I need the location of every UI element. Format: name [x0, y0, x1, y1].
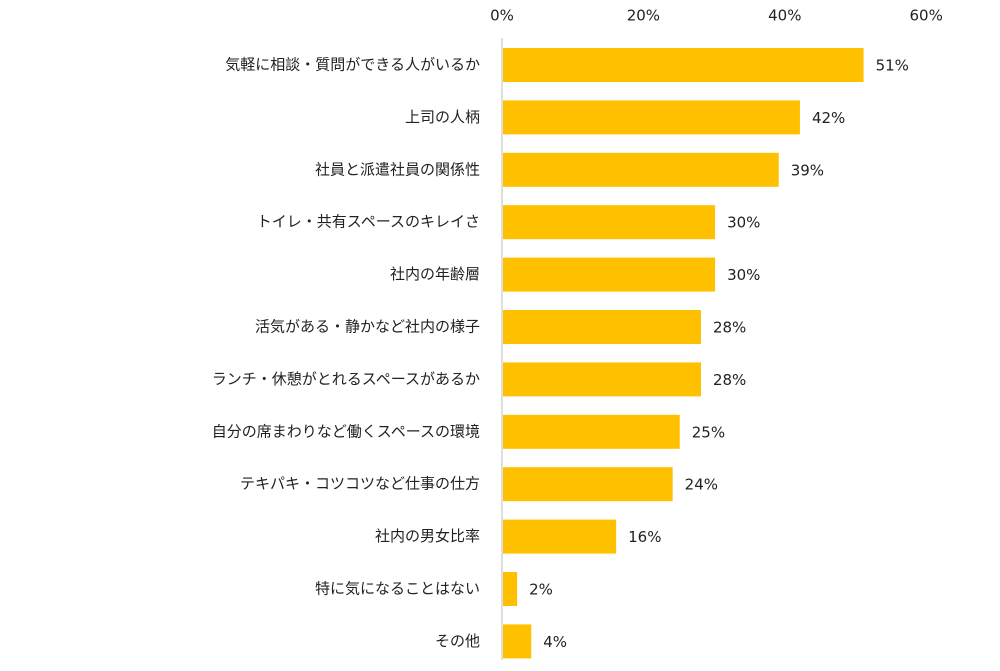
category-label: 特に気になることはない	[315, 580, 480, 598]
x-tick-label: 60%	[910, 7, 943, 25]
bar	[503, 414, 680, 449]
category-label: 自分の席まわりなど働くスペースの環境	[212, 422, 480, 440]
category-label: 社内の年齢層	[390, 265, 480, 283]
bar	[503, 467, 673, 502]
category-label: 気軽に相談・質問ができる人がいるか	[225, 56, 480, 74]
x-tick-label: 0%	[490, 7, 514, 25]
bar	[503, 48, 864, 82]
bar	[503, 519, 617, 554]
value-label: 28%	[713, 371, 746, 389]
category-label: トイレ・共有スペースのキレイさ	[257, 213, 480, 231]
value-label: 24%	[685, 476, 718, 494]
bar	[503, 362, 701, 397]
value-label: 28%	[713, 319, 746, 337]
value-label: 51%	[876, 57, 909, 75]
value-label: 4%	[543, 633, 567, 651]
value-label: 30%	[727, 266, 760, 284]
bar	[503, 572, 518, 606]
bar	[503, 205, 716, 240]
category-label: ランチ・休憩がとれるスペースがあるか	[212, 370, 480, 388]
x-tick-label: 20%	[627, 7, 660, 25]
category-label: テキパキ・コツコツなど仕事の仕方	[240, 475, 480, 493]
value-label: 39%	[791, 161, 824, 179]
value-label: 25%	[692, 423, 725, 441]
category-label: 社内の男女比率	[375, 527, 480, 545]
bar	[503, 310, 701, 344]
value-label: 30%	[727, 214, 760, 232]
value-label: 42%	[812, 109, 845, 127]
category-label: その他	[435, 632, 480, 650]
bar	[503, 257, 716, 292]
bar	[503, 624, 532, 659]
category-label: 活気がある・静かなど社内の様子	[255, 318, 480, 336]
x-tick-label: 40%	[768, 7, 801, 25]
value-label: 16%	[628, 528, 661, 546]
bar	[503, 100, 800, 135]
category-label: 上司の人柄	[405, 108, 480, 126]
category-label: 社員と派遣社員の関係性	[315, 160, 480, 178]
value-label: 2%	[529, 581, 553, 599]
bar	[503, 152, 779, 187]
